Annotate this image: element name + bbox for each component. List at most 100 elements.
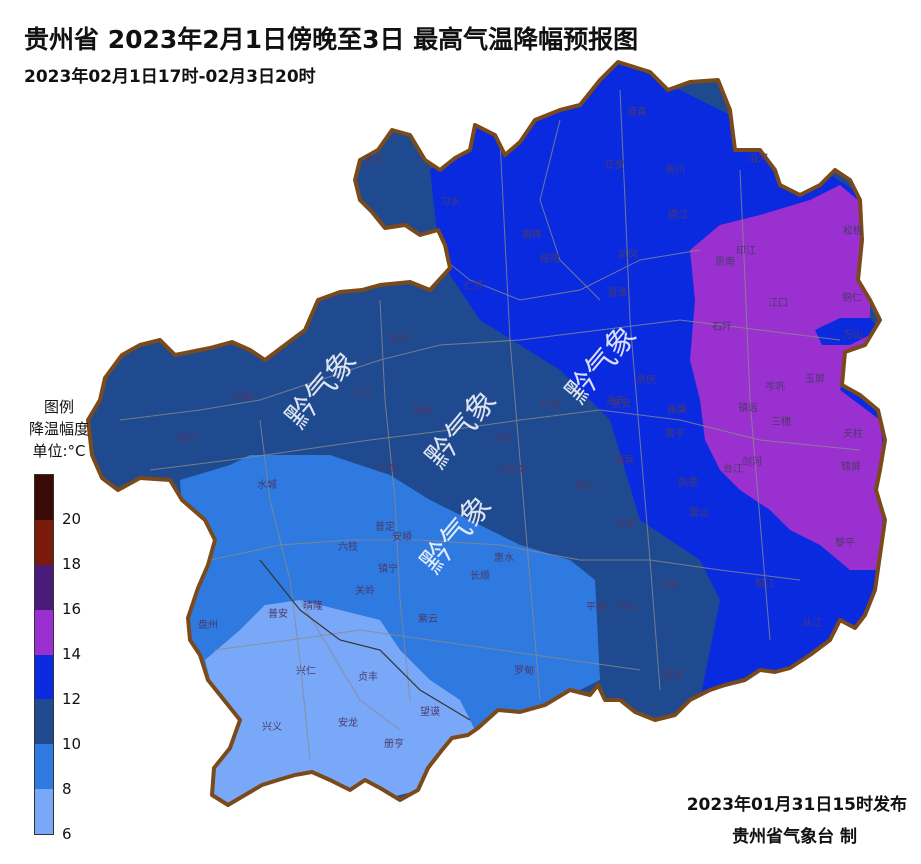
county-label: 铜仁 [842,292,862,304]
county-label: 三穗 [771,415,791,428]
county-label: 罗甸 [514,664,534,677]
county-label: 六枝 [338,540,358,553]
county-label: 威宁 [177,431,197,444]
legend-swatch [35,699,53,745]
county-label: 道真 [627,105,647,118]
legend-swatch [35,609,53,655]
county-label: 赤水 [365,154,385,166]
county-label: 凤冈 [618,249,638,261]
county-label: 盘州 [198,618,218,631]
county-label: 凯里 [678,476,698,489]
map-subtitle: 2023年02月1日17时-02月3日20时 [24,67,316,87]
legend-swatch [35,744,53,790]
county-label: 独山 [618,600,638,613]
county-label: 纳雍 [412,404,432,417]
county-label: 黔西 [390,332,410,345]
county-label: 仁怀 [464,280,484,292]
county-label: 赫章 [234,390,254,403]
legend-heading: 图例 [43,398,74,416]
county-label: 余庆 [606,394,626,407]
county-label: 习水 [440,196,460,208]
county-label: 织金 [378,461,398,474]
province-border [86,60,887,807]
legend-tick-label: 12 [62,690,82,708]
legend-swatch [35,519,53,565]
county-label: 贞丰 [358,670,378,683]
legend-tick-label: 14 [62,645,82,663]
county-label: 平塘 [586,600,606,613]
county-label: 剑河 [742,455,762,468]
county-label: 天柱 [843,427,863,440]
county-label: 普定 [375,520,395,533]
county-label: 绥阳 [540,253,560,265]
legend-title: 图例 降温幅度 单位:°C [14,396,104,462]
county-label: 安顺 [392,530,412,543]
county-label: 沿河 [748,153,768,165]
county-label: 湄潭 [607,287,627,299]
legend-tick-label: 8 [62,780,72,798]
county-label: 关岭 [355,584,375,597]
county-label: 普安 [268,607,288,620]
county-label: 水城 [257,479,277,491]
county-label: 惠水 [494,551,514,564]
legend-swatch [35,475,53,520]
legend-tick-label: 6 [62,825,72,843]
legend-tick-label: 20 [62,510,82,528]
county-label: 紫云 [418,613,438,625]
county-label: 施秉 [667,403,687,416]
county-label: 丹寨 [615,517,635,530]
county-label: 七星关 [497,463,527,476]
legend-tick-label: 16 [62,600,82,618]
county-label: 开阳 [540,399,560,411]
county-label: 桐梓 [522,228,542,241]
legend-tick-label: 18 [62,555,82,573]
county-label: 黄平 [665,427,685,440]
legend-swatch [35,654,53,700]
county-label: 玉屏 [805,373,825,385]
county-label: 印江 [736,245,756,257]
county-label: 兴义 [262,721,282,733]
county-label: 福泉 [614,453,634,466]
map-title: 贵州省 2023年2月1日傍晚至3日 最高气温降幅预报图 [24,25,639,54]
legend-color-bar [34,474,54,836]
legend-unit: 单位:°C [32,442,86,460]
county-label: 石阡 [712,321,732,333]
county-label: 万山 [843,329,863,341]
county-label: 三都 [658,579,678,591]
county-label: 镇宁 [378,562,398,575]
county-label: 兴仁 [296,665,316,677]
county-label: 余庆 [636,373,656,386]
legend-swatch [35,789,53,835]
county-label: 松桃 [843,224,863,237]
county-label: 麻江 [575,479,595,492]
legend-quantity: 降温幅度 [28,420,89,438]
county-label: 雷山 [689,507,709,519]
county-label: 锦屏 [841,460,861,473]
county-label: 平坝 [493,433,513,445]
county-label: 台江 [723,462,743,475]
county-label: 德江 [668,208,688,221]
county-label: 安龙 [338,716,358,729]
county-label: 黎平 [835,536,855,549]
county-label: 长顺 [470,570,490,582]
county-label: 望谟 [420,705,440,718]
county-label: 思南 [715,255,735,268]
county-label: 江口 [768,297,788,309]
county-label: 晴隆 [303,599,323,612]
county-label: 荔波 [663,668,683,681]
county-label: 岑巩 [765,381,785,393]
county-label: 大方 [353,386,373,399]
county-label: 务川 [665,163,685,176]
county-label: 正安 [605,158,625,171]
legend-swatch [35,564,53,610]
county-label: 从江 [802,617,822,629]
issue-time: 2023年01月31日15时发布 [686,795,907,815]
producer-credit: 贵州省气象台 制 [732,827,857,847]
county-label: 榕江 [755,577,775,590]
county-label: 册亨 [384,737,404,750]
county-label: 瓮安 [611,397,631,410]
legend-tick-label: 10 [62,735,82,753]
county-label: 镇远 [738,401,758,414]
